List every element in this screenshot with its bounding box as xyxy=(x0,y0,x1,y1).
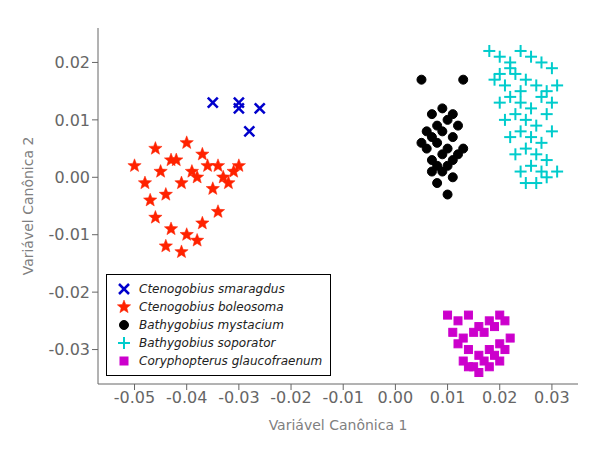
svg-text:-0.03: -0.03 xyxy=(218,388,259,407)
svg-text:-0.01: -0.01 xyxy=(49,225,90,244)
svg-text:0.02: 0.02 xyxy=(54,53,90,72)
svg-text:0.03: 0.03 xyxy=(534,388,570,407)
html-text:Ctenogobius smaragdus: Ctenogobius smaragdus xyxy=(139,282,285,296)
html-text:Coryphopterus glaucofraenum: Coryphopterus glaucofraenum xyxy=(139,354,323,368)
svg-text:-0.01: -0.01 xyxy=(323,388,364,407)
svg-text:-0.02: -0.02 xyxy=(49,283,90,302)
svg-text:Variável Canônica 1: Variável Canônica 1 xyxy=(269,417,408,433)
html-text:Bathygobius mystacium: Bathygobius mystacium xyxy=(139,318,284,332)
svg-text:0.01: 0.01 xyxy=(430,388,466,407)
svg-text:0.02: 0.02 xyxy=(482,388,518,407)
svg-text:Variável Canônica 2: Variável Canônica 2 xyxy=(20,137,36,276)
svg-text:-0.02: -0.02 xyxy=(270,388,311,407)
svg-text:0.01: 0.01 xyxy=(54,111,90,130)
html-text:Bathygobius soporator: Bathygobius soporator xyxy=(139,336,276,350)
html-text:Ctenogobius boleosoma: Ctenogobius boleosoma xyxy=(139,300,284,314)
svg-text:-0.03: -0.03 xyxy=(49,340,90,359)
svg-text:0.00: 0.00 xyxy=(378,388,414,407)
svg-text:-0.05: -0.05 xyxy=(114,388,155,407)
svg-text:-0.04: -0.04 xyxy=(166,388,207,407)
svg-text:0.00: 0.00 xyxy=(54,168,90,187)
